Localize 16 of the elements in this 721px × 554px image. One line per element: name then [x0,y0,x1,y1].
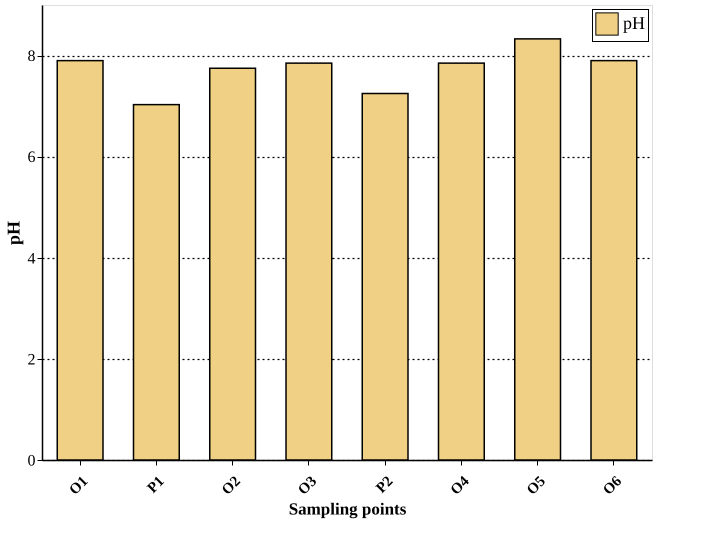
legend-label: pH [623,13,645,33]
x-tick-label: P1 [144,474,168,497]
x-tick-label: O2 [219,474,244,498]
y-tick-label: 6 [28,149,36,166]
x-tick-label: O6 [600,473,626,498]
x-tick-label: O3 [295,474,320,498]
y-axis-title: pH [4,220,24,246]
y-tick-label: 4 [28,250,36,268]
y-tick-label: 2 [28,351,36,368]
y-tick-label: 8 [28,48,36,66]
x-tick-label: O1 [66,474,92,498]
x-tick-label: P2 [373,474,396,497]
x-tick-label: O5 [524,474,549,498]
y-tick-label: 0 [28,452,36,470]
x-axis-title: Sampling points [288,500,407,519]
x-tick-label: O4 [448,473,474,498]
